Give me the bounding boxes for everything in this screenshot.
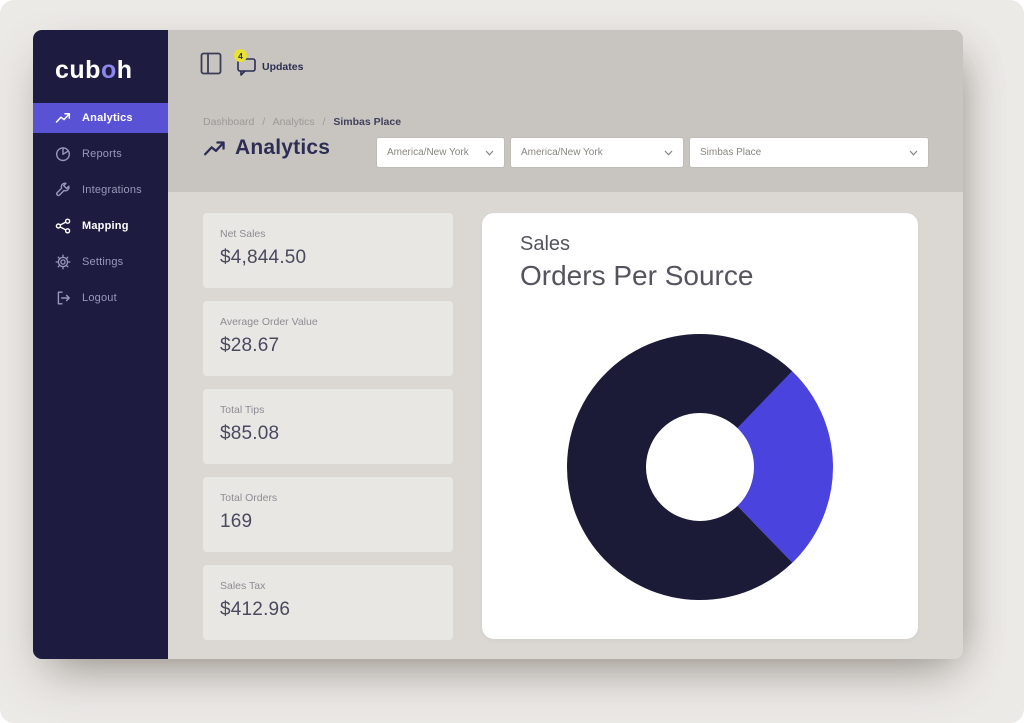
- logo-text: cub: [55, 56, 101, 84]
- logo-text-end: h: [116, 56, 133, 84]
- select-value: Simbas Place: [700, 147, 762, 158]
- stat-card-average-order-value: Average Order Value $28.67: [203, 301, 453, 376]
- stat-label: Total Orders: [220, 492, 278, 504]
- sidebar-item-label: Mapping: [82, 220, 129, 232]
- stat-value: $4,844.50: [220, 247, 307, 268]
- sidebar-item-mapping[interactable]: Mapping: [33, 208, 168, 244]
- chevron-down-icon: [664, 150, 673, 156]
- stat-value: $28.67: [220, 335, 280, 356]
- updates-label: Updates: [262, 61, 304, 73]
- updates-button[interactable]: 4 Updates: [234, 49, 303, 76]
- updates-count-badge: 4: [234, 49, 247, 62]
- breadcrumb: Dashboard / Analytics / Simbas Place: [203, 116, 401, 128]
- cuboh-logo: cuboh: [33, 30, 168, 85]
- filter-bar: America/New York America/New York Simbas…: [377, 138, 928, 167]
- sidebar-item-integrations[interactable]: Integrations: [33, 172, 168, 208]
- sidebar: cuboh Analytics Reports Integrations Map…: [33, 30, 168, 659]
- sidebar-item-settings[interactable]: Settings: [33, 244, 168, 280]
- stat-label: Net Sales: [220, 228, 266, 240]
- sidebar-toggle-icon[interactable]: [200, 52, 222, 75]
- stat-label: Sales Tax: [220, 580, 266, 592]
- page-header: 4 Updates Dashboard / Analytics / Simbas…: [168, 30, 963, 192]
- gear-icon: [55, 254, 71, 270]
- page-title: Analytics: [235, 136, 331, 159]
- trend-up-icon: [55, 113, 71, 123]
- trend-up-icon: [204, 140, 225, 155]
- orders-per-source-card: Sales Orders Per Source: [482, 213, 918, 639]
- logout-icon: [57, 291, 70, 305]
- sidebar-item-label: Reports: [82, 148, 122, 160]
- chat-bubble-icon: [237, 58, 256, 76]
- stats-column: Net Sales $4,844.50 Average Order Value …: [203, 213, 453, 659]
- timezone-select[interactable]: America/New York: [377, 138, 504, 167]
- breadcrumb-current: Simbas Place: [333, 116, 402, 128]
- stat-label: Total Tips: [220, 404, 265, 416]
- sidebar-item-label: Settings: [82, 256, 124, 268]
- sidebar-item-label: Analytics: [82, 112, 133, 124]
- main-area: 4 Updates Dashboard / Analytics / Simbas…: [168, 30, 963, 659]
- timezone-select-2[interactable]: America/New York: [511, 138, 683, 167]
- wrench-icon: [56, 182, 70, 197]
- app-window: cuboh Analytics Reports Integrations Map…: [33, 30, 963, 659]
- chart-eyebrow: Sales: [520, 233, 571, 255]
- chart-title: Orders Per Source: [520, 260, 754, 291]
- sidebar-item-label: Integrations: [82, 184, 142, 196]
- sidebar-item-reports[interactable]: Reports: [33, 136, 168, 172]
- select-value: America/New York: [387, 147, 469, 158]
- donut-chart: [567, 334, 833, 600]
- sidebar-item-label: Logout: [82, 292, 117, 304]
- title-row: Analytics: [203, 136, 330, 160]
- logo-accent-letter: o: [100, 56, 117, 84]
- location-select[interactable]: Simbas Place: [690, 138, 928, 167]
- stat-card-total-orders: Total Orders 169: [203, 477, 453, 552]
- donut-chart-wrap: [520, 332, 880, 602]
- stat-card-net-sales: Net Sales $4,844.50: [203, 213, 453, 288]
- breadcrumb-separator: /: [322, 116, 326, 128]
- select-value: America/New York: [521, 147, 603, 158]
- breadcrumb-analytics[interactable]: Analytics: [272, 116, 315, 128]
- chevron-down-icon: [485, 150, 494, 156]
- breadcrumb-dashboard[interactable]: Dashboard: [203, 116, 255, 128]
- chevron-down-icon: [909, 150, 918, 156]
- content-area: Net Sales $4,844.50 Average Order Value …: [168, 192, 963, 659]
- sidebar-item-logout[interactable]: Logout: [33, 280, 168, 316]
- stat-value: $85.08: [220, 423, 280, 444]
- sidebar-item-analytics[interactable]: Analytics: [33, 103, 168, 133]
- stat-label: Average Order Value: [220, 316, 318, 328]
- stat-card-total-tips: Total Tips $85.08: [203, 389, 453, 464]
- stat-card-sales-tax: Sales Tax $412.96: [203, 565, 453, 640]
- stat-value: $412.96: [220, 599, 291, 620]
- pie-chart-icon: [55, 147, 71, 162]
- stat-value: 169: [220, 511, 253, 532]
- breadcrumb-separator: /: [262, 116, 266, 128]
- sidebar-nav: Analytics Reports Integrations Mapping S…: [33, 103, 168, 316]
- share-nodes-icon: [55, 218, 71, 234]
